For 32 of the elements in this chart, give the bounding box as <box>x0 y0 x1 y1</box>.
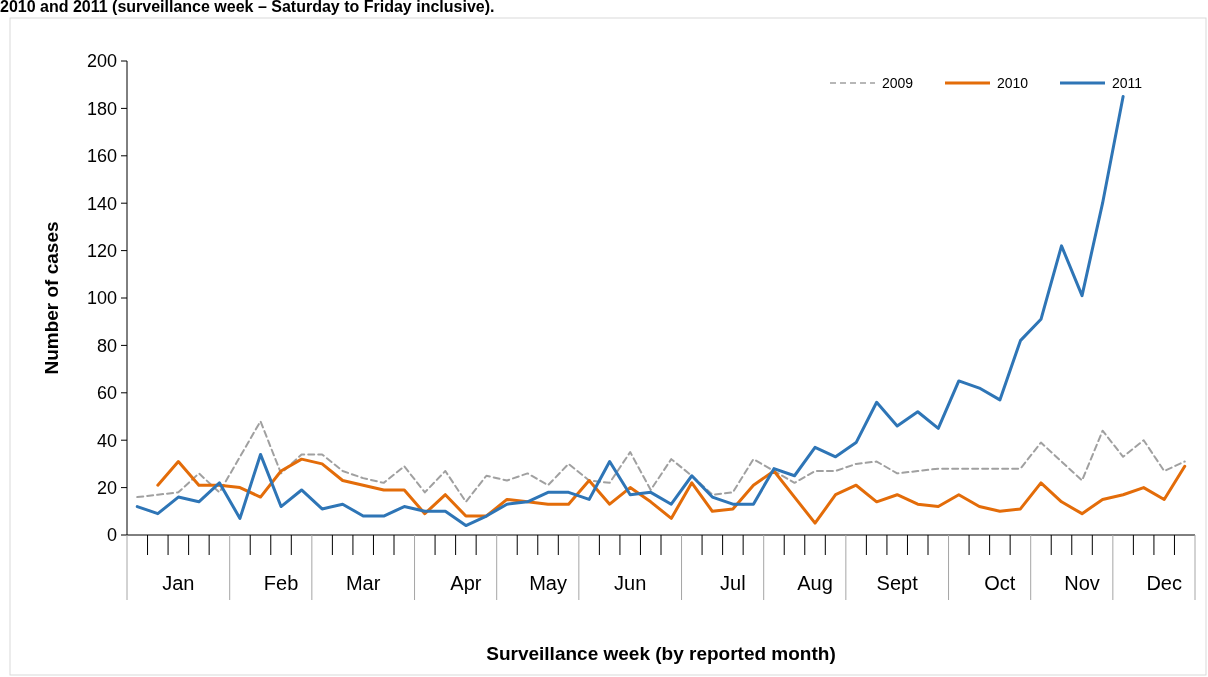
x-tick-label: Dec <box>1146 572 1182 594</box>
y-tick-label: 140 <box>86 193 117 214</box>
line-series <box>136 420 1186 503</box>
y-tick-label: 160 <box>86 146 117 167</box>
legend-label: 2011 <box>1112 74 1143 91</box>
y-tick-label: 200 <box>86 51 117 72</box>
legend-label: 2009 <box>882 74 914 91</box>
x-tick-label: Mar <box>345 572 381 594</box>
x-axis-title: Surveillance week (by reported month) <box>486 643 836 664</box>
x-tick-label: May <box>529 572 567 594</box>
line-series <box>135 95 1125 528</box>
x-tick-label: Sept <box>876 572 919 594</box>
x-tick-label: Oct <box>984 572 1016 594</box>
chart-title: 2010 and 2011 (surveillance week – Saturday to Friday inclusive). <box>0 0 495 15</box>
y-tick-label: 100 <box>86 288 117 309</box>
x-tick-label: Feb <box>263 572 299 594</box>
y-tick-label: 20 <box>96 477 117 498</box>
x-tick-label: Jan <box>162 572 195 594</box>
x-tick-label: Nov <box>1064 572 1100 594</box>
line-series <box>156 457 1187 525</box>
y-tick-label: 0 <box>106 525 117 546</box>
y-axis-title: Number of cases <box>41 221 62 375</box>
x-tick-label: Jun <box>614 572 647 594</box>
y-tick-label: 60 <box>96 383 117 404</box>
y-tick-label: 120 <box>86 240 117 261</box>
x-tick-label: Aug <box>797 572 833 594</box>
legend-label: 2010 <box>997 74 1029 91</box>
x-tick-label: Apr <box>450 572 482 594</box>
y-tick-label: 180 <box>86 98 117 119</box>
x-tick-label: Jul <box>720 572 746 594</box>
y-tick-label: 40 <box>96 430 117 451</box>
y-tick-label: 80 <box>96 335 117 356</box>
